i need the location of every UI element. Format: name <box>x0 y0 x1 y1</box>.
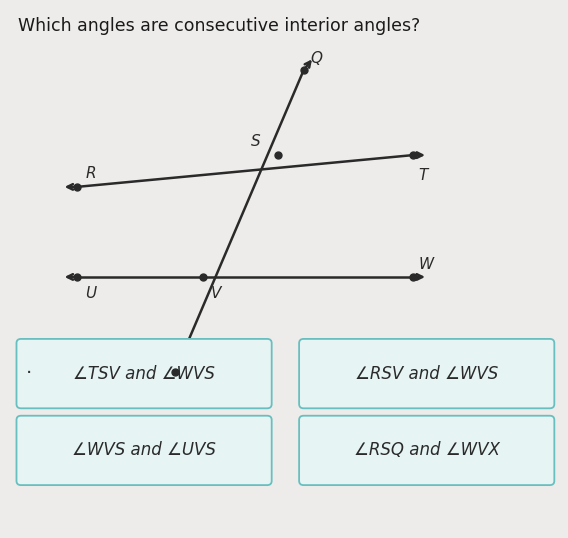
Text: Which angles are consecutive interior angles?: Which angles are consecutive interior an… <box>18 17 420 36</box>
Text: ∠RSV and ∠WVS: ∠RSV and ∠WVS <box>355 365 498 383</box>
Text: X: X <box>182 381 192 396</box>
Text: ·: · <box>26 364 32 383</box>
Text: Q: Q <box>311 51 323 66</box>
Text: V: V <box>211 286 222 301</box>
Text: ∠TSV and ∠WVS: ∠TSV and ∠WVS <box>73 365 215 383</box>
Text: ∠RSQ and ∠WVX: ∠RSQ and ∠WVX <box>354 441 500 459</box>
FancyBboxPatch shape <box>299 339 554 408</box>
Text: T: T <box>418 168 428 183</box>
Text: U: U <box>85 286 97 301</box>
Text: ∠WVS and ∠UVS: ∠WVS and ∠UVS <box>72 441 216 459</box>
FancyBboxPatch shape <box>16 416 272 485</box>
Text: S: S <box>251 134 261 149</box>
FancyBboxPatch shape <box>299 416 554 485</box>
Text: W: W <box>418 257 433 272</box>
Text: R: R <box>85 166 96 181</box>
FancyBboxPatch shape <box>16 339 272 408</box>
